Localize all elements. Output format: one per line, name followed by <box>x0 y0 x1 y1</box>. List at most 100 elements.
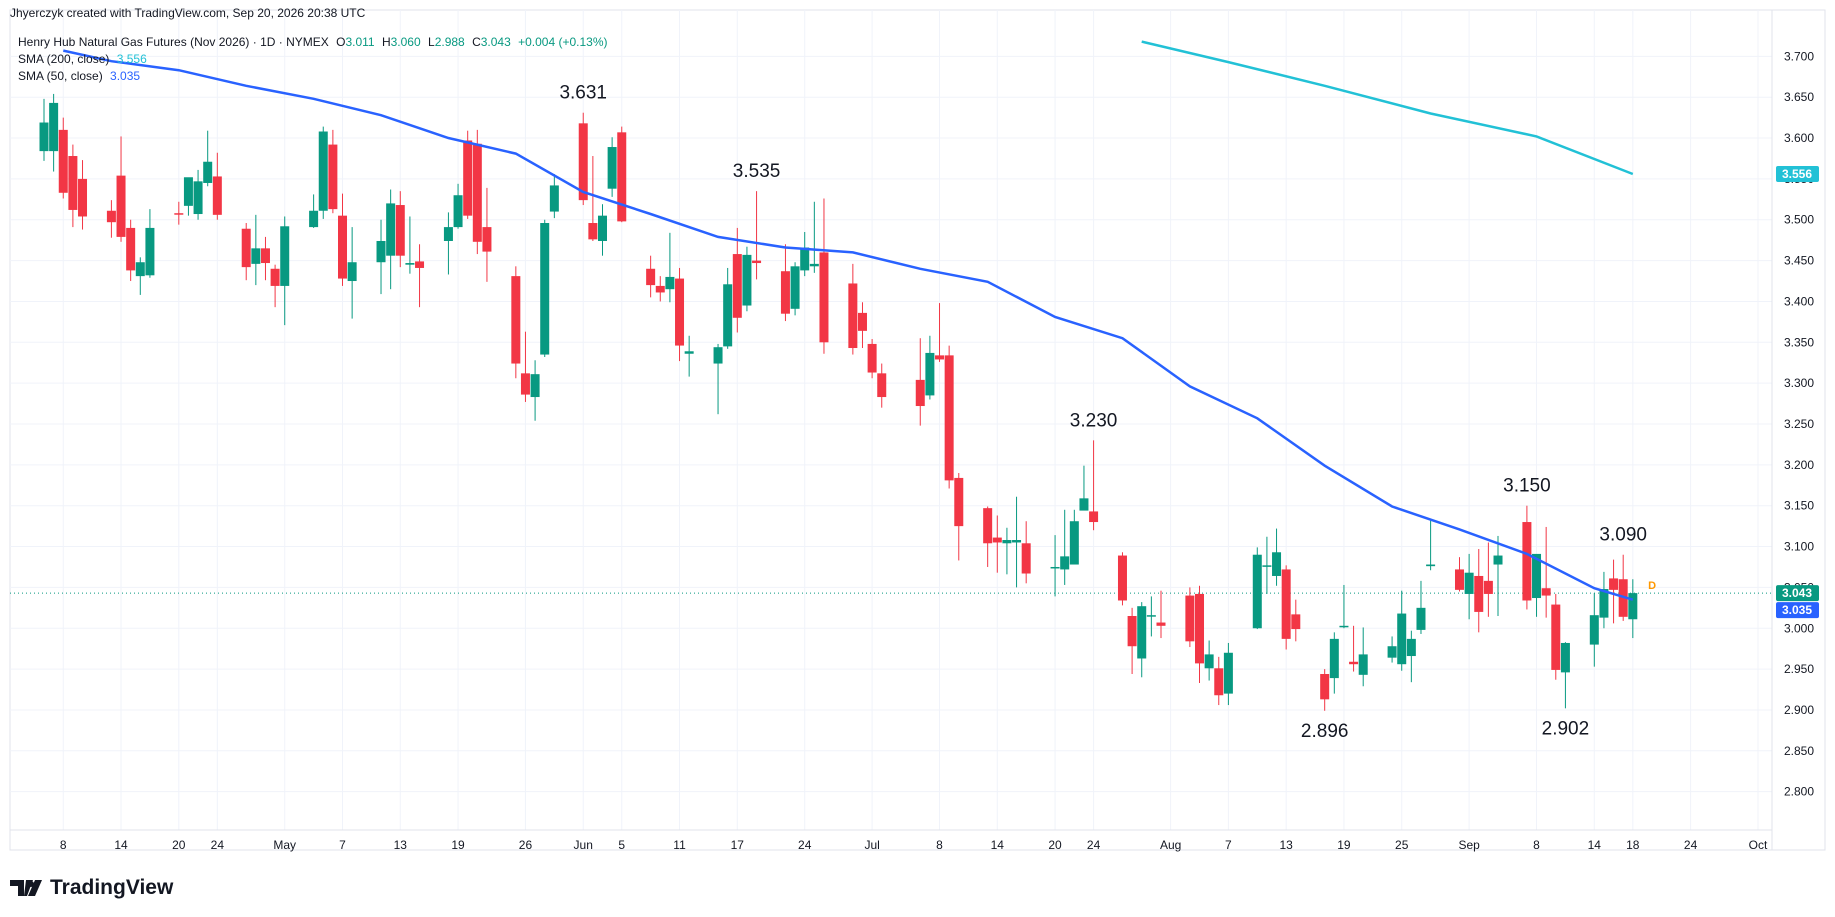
x-tick-label: 11 <box>673 838 686 852</box>
candle-up <box>1532 553 1542 599</box>
x-tick-label: 5 <box>618 838 625 852</box>
candle-down <box>944 355 954 481</box>
candle-down <box>1156 622 1166 626</box>
x-tick-label: 17 <box>731 838 745 852</box>
y-tick-label: 2.950 <box>1784 662 1814 676</box>
y-tick-label: 3.250 <box>1784 417 1814 431</box>
symbol-title[interactable]: Henry Hub Natural Gas Futures (Nov 2026)… <box>18 35 329 49</box>
candle-down <box>1454 569 1464 590</box>
candle-down <box>270 268 280 286</box>
ohlc-close-value: 3.043 <box>480 35 511 49</box>
candle-down <box>472 143 482 242</box>
candle-up <box>453 195 463 228</box>
candle-down <box>780 271 790 314</box>
candle-up <box>925 352 935 396</box>
ohlc-open-label: O <box>336 35 346 49</box>
y-tick-label: 2.900 <box>1784 703 1814 717</box>
price-annotation: 3.150 <box>1503 476 1551 497</box>
candle-up <box>1493 555 1503 565</box>
ohlc-change: +0.004 (+0.13%) <box>518 35 608 49</box>
ohlc-low-value: 2.988 <box>434 35 465 49</box>
candle-down <box>1609 578 1619 590</box>
x-tick-label: 26 <box>519 838 533 852</box>
candle-up <box>723 284 733 347</box>
tradingview-brand[interactable]: TradingView <box>10 876 173 900</box>
candle-up <box>193 181 203 215</box>
y-tick-label: 3.700 <box>1784 49 1814 63</box>
candle-up <box>1050 566 1060 569</box>
candle-up <box>376 240 386 263</box>
candle-up <box>1387 646 1397 658</box>
candle-down <box>58 129 68 193</box>
x-tick-label: 24 <box>798 838 812 852</box>
candle-up <box>1069 521 1079 565</box>
x-tick-label: 14 <box>1588 838 1602 852</box>
candle-down <box>1281 569 1291 639</box>
candle-down <box>578 123 588 201</box>
candle-down <box>819 252 829 343</box>
candle-down <box>212 176 222 215</box>
legend-sma200-row[interactable]: SMA (200, close) 3.556 <box>18 51 608 68</box>
x-tick-label: 8 <box>936 838 943 852</box>
x-tick-label: Jun <box>574 838 593 852</box>
candle-down <box>1483 580 1493 594</box>
candle-up <box>1426 564 1436 567</box>
candle-down <box>241 228 251 268</box>
y-tick-label: 3.400 <box>1784 294 1814 308</box>
candle-up <box>597 215 607 241</box>
dividend-marker: D <box>1648 580 1656 592</box>
legend-sma50-row[interactable]: SMA (50, close) 3.035 <box>18 68 608 85</box>
candle-down <box>1522 522 1532 601</box>
candle-up <box>1272 552 1282 576</box>
candle-up <box>251 248 261 264</box>
candles <box>39 93 1638 711</box>
candle-down <box>877 373 887 398</box>
candle-down <box>174 213 184 215</box>
x-tick-label: 8 <box>60 838 67 852</box>
candle-up <box>443 227 453 241</box>
last-price-tag-bg <box>1776 585 1819 602</box>
candle-up <box>742 254 752 306</box>
ohlc-high: H3.060 <box>382 35 424 49</box>
x-tick-label: Jul <box>864 838 879 852</box>
y-tick-label: 3.350 <box>1784 335 1814 349</box>
candle-down <box>68 156 78 210</box>
candle-up <box>1589 615 1599 645</box>
candle-up <box>1560 642 1570 673</box>
candle-up <box>713 347 723 364</box>
y-tick-label: 3.450 <box>1784 254 1814 268</box>
candle-down <box>655 285 665 293</box>
candle-down <box>482 227 492 252</box>
candle-up <box>1002 540 1012 544</box>
y-tick-label: 3.500 <box>1784 213 1814 227</box>
candle-up <box>800 247 810 271</box>
y-tick-label: 3.000 <box>1784 621 1814 635</box>
candle-down <box>617 132 627 222</box>
candle-up <box>1406 638 1416 657</box>
ohlc-low: L2.988 <box>428 35 468 49</box>
legend-symbol-row[interactable]: Henry Hub Natural Gas Futures (Nov 2026)… <box>18 34 608 51</box>
ohlc-open: O3.011 <box>336 35 378 49</box>
candle-up <box>309 210 319 228</box>
y-tick-label: 2.850 <box>1784 744 1814 758</box>
candle-down <box>752 260 762 264</box>
candle-up <box>530 374 540 398</box>
brand-name: TradingView <box>50 876 174 899</box>
candle-up <box>49 102 59 152</box>
candle-down <box>915 379 925 407</box>
candle-down <box>1320 674 1330 700</box>
grid <box>10 10 1772 830</box>
price-annotation: 2.896 <box>1301 721 1349 742</box>
ohlc-high-value: 3.060 <box>390 35 421 49</box>
ohlc-close-label: C <box>472 35 481 49</box>
candle-down <box>1117 555 1127 601</box>
y-tick-label: 3.650 <box>1784 90 1814 104</box>
y-tick-label: 2.800 <box>1784 785 1814 799</box>
candle-up <box>1628 593 1638 620</box>
candle-down <box>1021 543 1031 574</box>
tradingview-logo-icon <box>10 880 42 896</box>
x-tick-label: 24 <box>1087 838 1101 852</box>
candle-down <box>992 537 1002 543</box>
candle-down <box>848 283 858 349</box>
